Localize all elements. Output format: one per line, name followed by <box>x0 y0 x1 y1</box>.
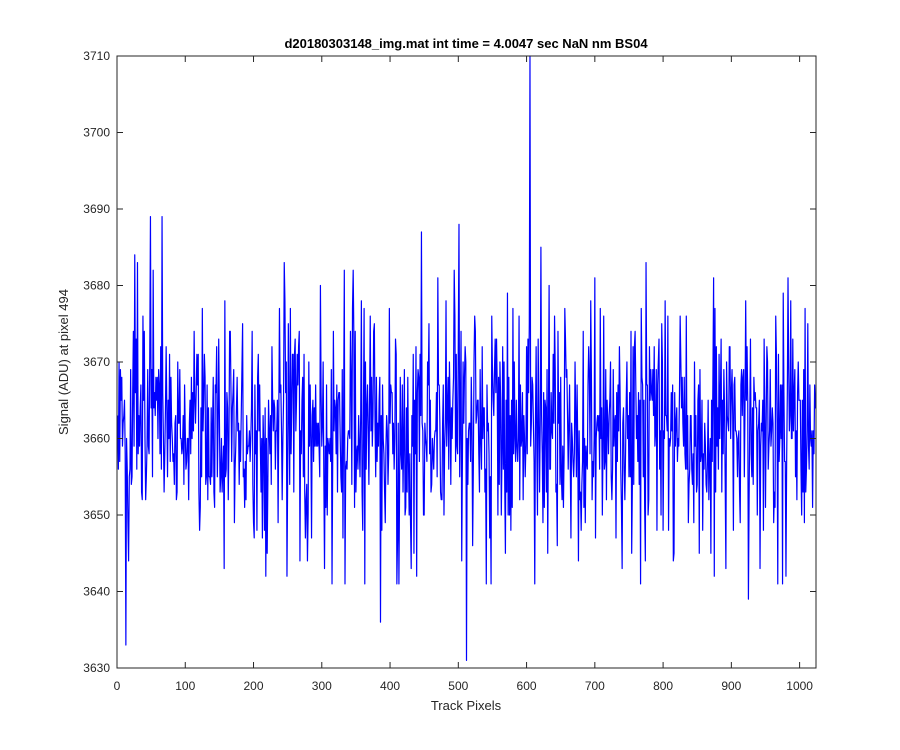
x-axis-label: Track Pixels <box>431 698 502 713</box>
x-tick-label: 700 <box>585 679 605 693</box>
series-line <box>117 55 816 661</box>
y-tick-label: 3680 <box>83 279 110 293</box>
chart-title: d20180303148_img.mat int time = 4.0047 s… <box>284 36 648 51</box>
y-tick-label: 3670 <box>83 355 110 369</box>
x-tick-label: 600 <box>517 679 537 693</box>
y-tick-label: 3660 <box>83 432 110 446</box>
x-tick-label: 900 <box>721 679 741 693</box>
y-tick-label: 3710 <box>83 49 110 63</box>
y-tick-label: 3650 <box>83 508 110 522</box>
x-tick-label: 200 <box>244 679 264 693</box>
y-tick-label: 3690 <box>83 202 110 216</box>
x-tick-label: 800 <box>653 679 673 693</box>
x-tick-label: 300 <box>312 679 332 693</box>
axis-ticks: 0 100 200 300 400 500 600 700 800 900 1000 3630 3640… <box>83 49 816 693</box>
x-tick-label: 0 <box>114 679 121 693</box>
x-tick-label: 1000 <box>786 679 813 693</box>
y-tick-label: 3630 <box>83 661 110 675</box>
y-tick-label: 3640 <box>83 585 110 599</box>
x-tick-label: 500 <box>448 679 468 693</box>
x-tick-label: 400 <box>380 679 400 693</box>
y-axis-label: Signal (ADU) at pixel 494 <box>56 289 71 435</box>
y-tick-label: 3700 <box>83 126 110 140</box>
x-tick-label: 100 <box>175 679 195 693</box>
